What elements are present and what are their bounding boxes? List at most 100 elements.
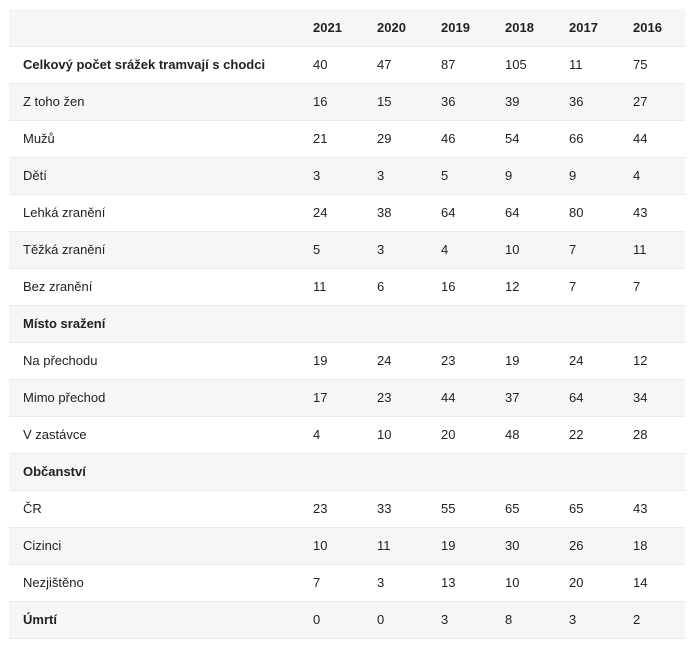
cell-value: 16 (427, 268, 491, 306)
cell-value: 17 (299, 379, 363, 417)
cell-value: 14 (619, 564, 685, 602)
cell-value: 19 (491, 342, 555, 380)
cell-value: 4 (427, 231, 491, 269)
cell-value: 21 (299, 120, 363, 158)
cell-value: 15 (363, 83, 427, 121)
cell-value (363, 305, 427, 343)
table-row: Na přechodu 19 24 23 19 24 12 (9, 342, 685, 380)
cell-value (427, 453, 491, 491)
row-label: Místo sražení (9, 305, 299, 343)
cell-value (491, 305, 555, 343)
header-cell-year: 2017 (555, 9, 619, 47)
cell-value: 44 (427, 379, 491, 417)
cell-value: 48 (491, 416, 555, 454)
cell-value: 0 (363, 601, 427, 639)
table-row: Bez zranění 11 6 16 12 7 7 (9, 268, 685, 306)
cell-value (555, 453, 619, 491)
row-label: Dětí (9, 157, 299, 195)
row-label: Úmrtí (9, 601, 299, 639)
cell-value: 39 (491, 83, 555, 121)
cell-value: 12 (491, 268, 555, 306)
cell-value: 7 (299, 564, 363, 602)
cell-value: 2 (619, 601, 685, 639)
cell-value: 3 (363, 564, 427, 602)
header-cell-year: 2019 (427, 9, 491, 47)
cell-value: 23 (363, 379, 427, 417)
row-label: Bez zranění (9, 268, 299, 306)
cell-value: 11 (363, 527, 427, 565)
cell-value: 7 (555, 231, 619, 269)
cell-value: 27 (619, 83, 685, 121)
cell-value: 3 (363, 231, 427, 269)
row-label: Mužů (9, 120, 299, 158)
cell-value: 80 (555, 194, 619, 232)
cell-value: 24 (299, 194, 363, 232)
cell-value: 23 (299, 490, 363, 528)
statistics-table-container: 2021 2020 2019 2018 2017 2016 Celkový po… (9, 9, 685, 639)
row-label: Občanství (9, 453, 299, 491)
header-row: 2021 2020 2019 2018 2017 2016 (9, 9, 685, 47)
row-label: Těžká zranění (9, 231, 299, 269)
table-row: Dětí 3 3 5 9 9 4 (9, 157, 685, 195)
cell-value: 12 (619, 342, 685, 380)
cell-value: 34 (619, 379, 685, 417)
cell-value: 9 (555, 157, 619, 195)
table-body: Celkový počet srážek tramvají s chodci 40… (9, 46, 685, 639)
cell-value: 19 (299, 342, 363, 380)
cell-value: 28 (619, 416, 685, 454)
cell-value: 46 (427, 120, 491, 158)
cell-value: 10 (491, 231, 555, 269)
cell-value: 7 (555, 268, 619, 306)
cell-value: 4 (619, 157, 685, 195)
cell-value: 0 (299, 601, 363, 639)
cell-value: 20 (427, 416, 491, 454)
cell-value: 13 (427, 564, 491, 602)
cell-value (491, 453, 555, 491)
cell-value (299, 305, 363, 343)
cell-value: 40 (299, 46, 363, 84)
cell-value: 29 (363, 120, 427, 158)
row-label: Cizinci (9, 527, 299, 565)
row-label: Na přechodu (9, 342, 299, 380)
header-cell-year: 2018 (491, 9, 555, 47)
cell-value: 10 (363, 416, 427, 454)
row-label: ČR (9, 490, 299, 528)
cell-value: 64 (427, 194, 491, 232)
table-row-section: Místo sražení (9, 305, 685, 343)
cell-value: 16 (299, 83, 363, 121)
table-header: 2021 2020 2019 2018 2017 2016 (9, 9, 685, 47)
row-label: Mimo přechod (9, 379, 299, 417)
cell-value (427, 305, 491, 343)
cell-value: 64 (491, 194, 555, 232)
cell-value: 87 (427, 46, 491, 84)
cell-value: 7 (619, 268, 685, 306)
table-row-section: Úmrtí 0 0 3 8 3 2 (9, 601, 685, 639)
cell-value (299, 453, 363, 491)
cell-value: 19 (427, 527, 491, 565)
cell-value: 22 (555, 416, 619, 454)
cell-value: 11 (299, 268, 363, 306)
table-row: Mimo přechod 17 23 44 37 64 34 (9, 379, 685, 417)
cell-value: 37 (491, 379, 555, 417)
cell-value (555, 305, 619, 343)
table-row: Cizinci 10 11 19 30 26 18 (9, 527, 685, 565)
cell-value: 24 (363, 342, 427, 380)
cell-value: 38 (363, 194, 427, 232)
table-row: Mužů 21 29 46 54 66 44 (9, 120, 685, 158)
cell-value: 3 (363, 157, 427, 195)
cell-value: 10 (299, 527, 363, 565)
cell-value: 3 (427, 601, 491, 639)
cell-value: 3 (299, 157, 363, 195)
cell-value: 65 (555, 490, 619, 528)
cell-value (619, 305, 685, 343)
cell-value: 47 (363, 46, 427, 84)
cell-value: 30 (491, 527, 555, 565)
header-cell-year: 2016 (619, 9, 685, 47)
cell-value (619, 453, 685, 491)
row-label: V zastávce (9, 416, 299, 454)
cell-value: 65 (491, 490, 555, 528)
cell-value: 5 (427, 157, 491, 195)
cell-value: 4 (299, 416, 363, 454)
cell-value: 23 (427, 342, 491, 380)
cell-value: 43 (619, 194, 685, 232)
